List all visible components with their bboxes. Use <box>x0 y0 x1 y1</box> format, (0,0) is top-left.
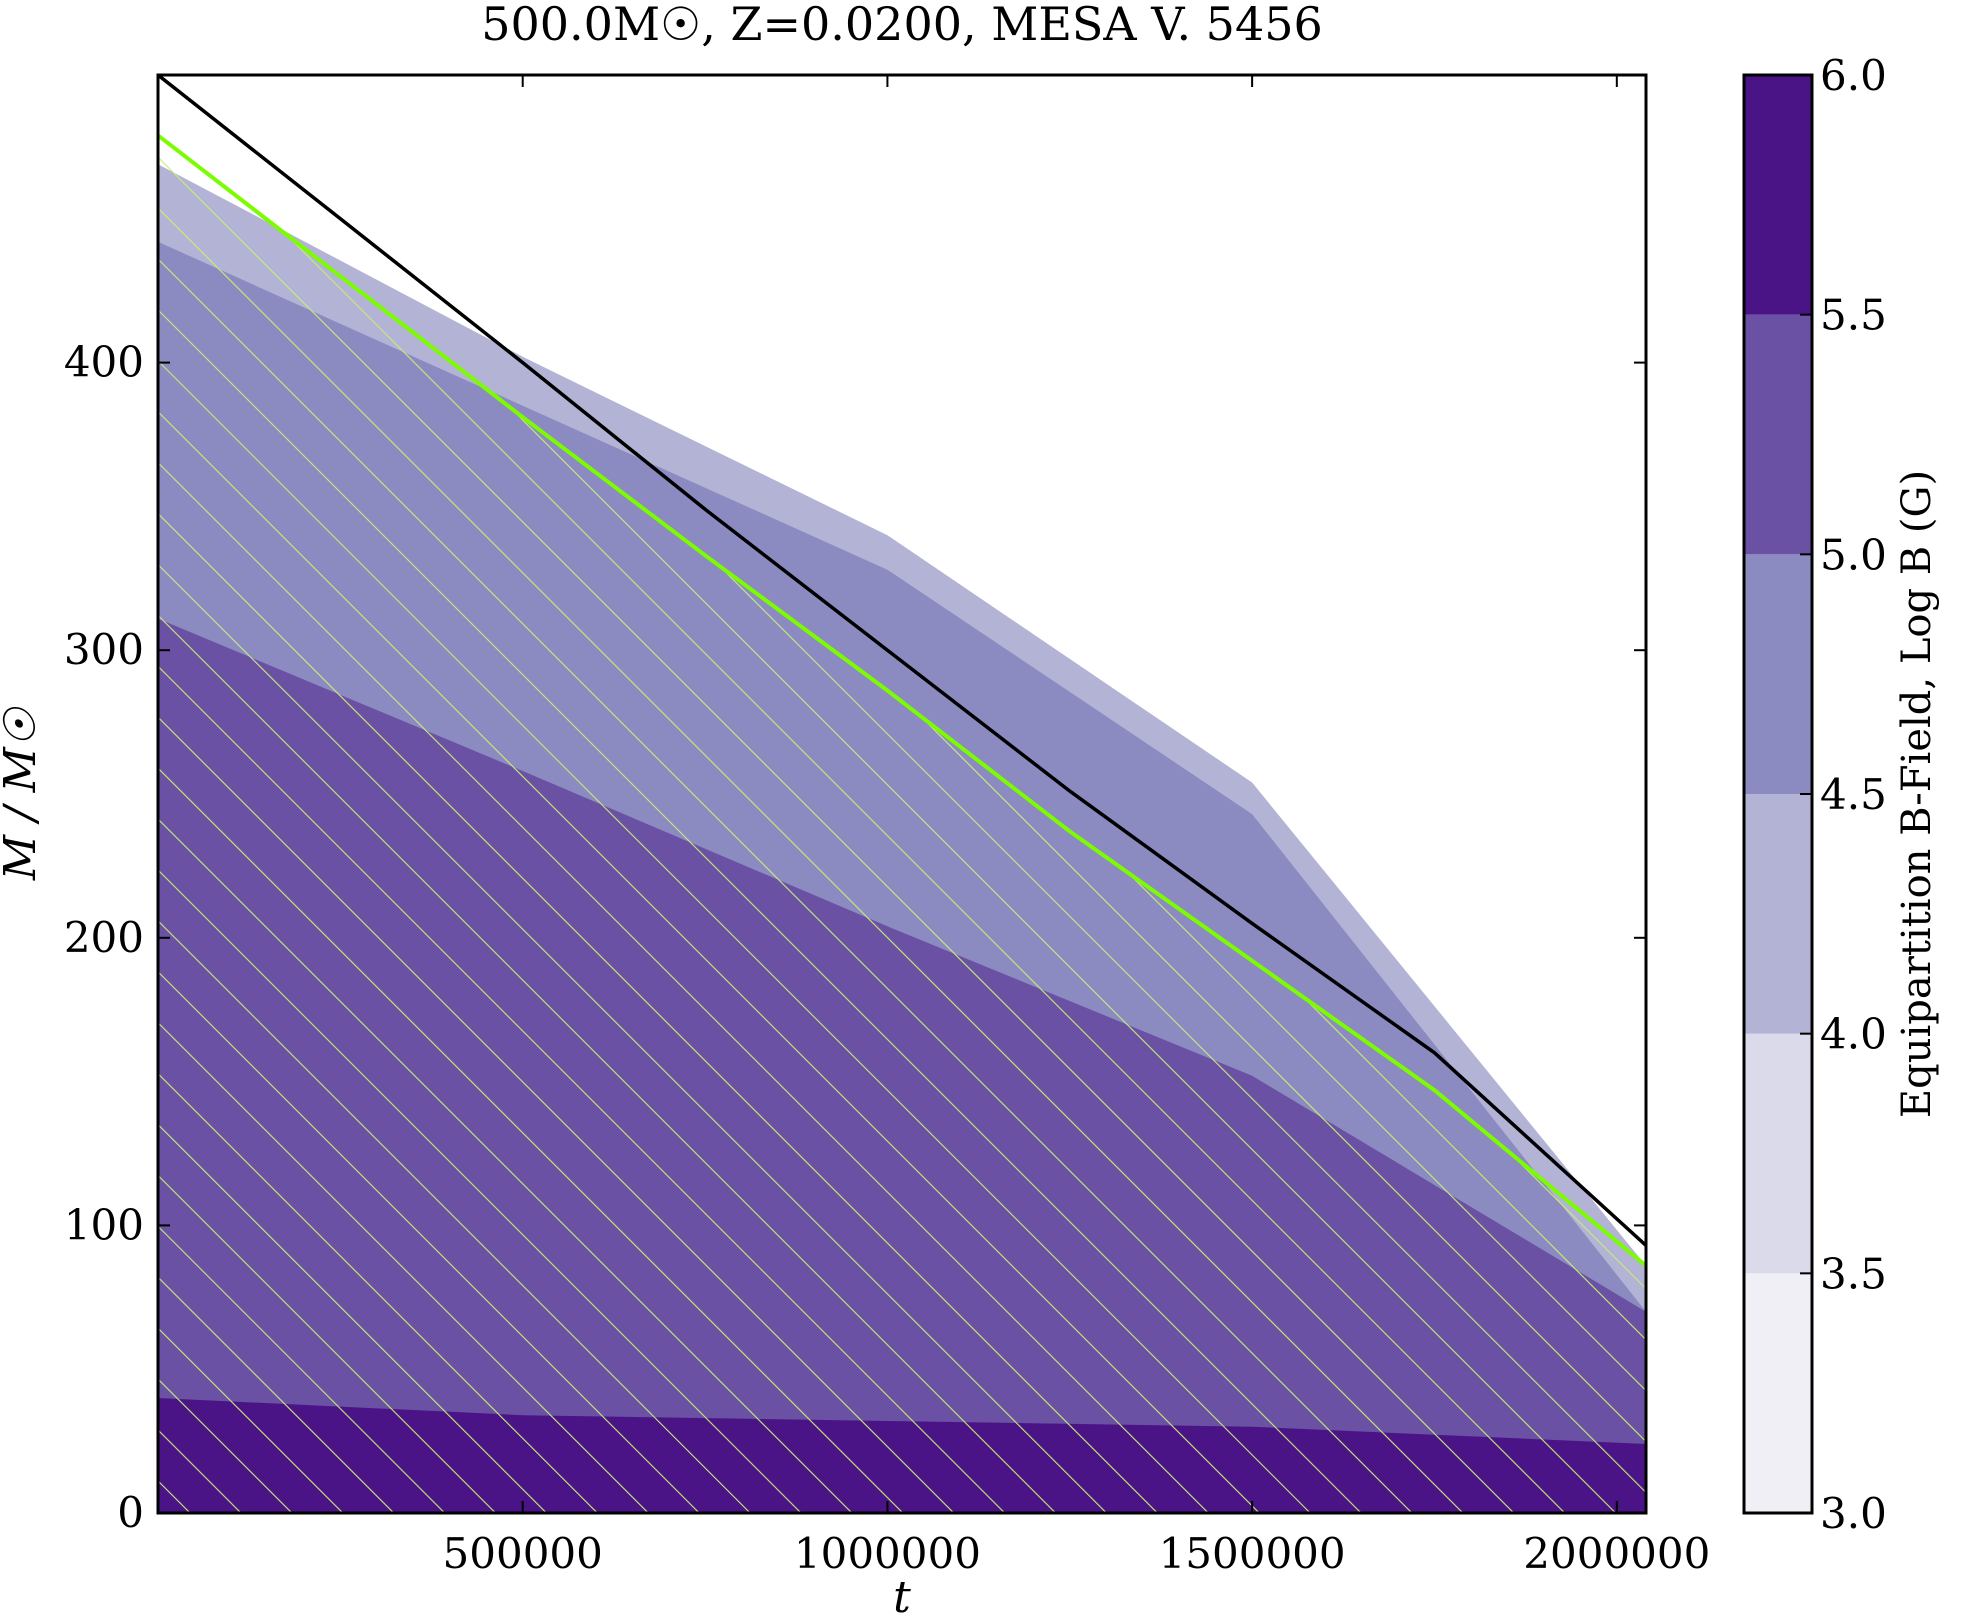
colorbar-swatch <box>1744 1033 1812 1274</box>
colorbar-tick-label: 4.5 <box>1820 770 1887 819</box>
chart-title: 500.0M☉, Z=0.0200, MESA V. 5456 <box>481 0 1323 51</box>
y-tick-label: 300 <box>64 625 144 674</box>
x-tick-label: 500000 <box>443 1529 603 1578</box>
colorbar-tick-label: 3.0 <box>1820 1489 1887 1538</box>
colorbar-swatch <box>1744 1273 1812 1513</box>
colorbar-swatch <box>1744 554 1812 794</box>
y-tick-label: 400 <box>64 338 144 387</box>
x-axis: 500000 1000000 1500000 2000000 <box>443 75 1710 1578</box>
plot-area <box>158 75 1646 1513</box>
colorbar-swatch <box>1744 794 1812 1034</box>
y-tick-label: 0 <box>117 1488 144 1537</box>
x-axis-label: t <box>893 1572 911 1618</box>
colorbar: 3.0 3.5 4.0 4.5 5.0 5.5 6.0 <box>1742 51 1887 1538</box>
colorbar-tick-label: 5.5 <box>1820 291 1887 340</box>
y-axis: 0 100 200 300 400 <box>64 338 1646 1537</box>
x-tick-label: 1500000 <box>1159 1529 1346 1578</box>
convective-hatch <box>158 135 1646 1513</box>
colorbar-tick-label: 6.0 <box>1820 51 1887 100</box>
x-tick-label: 2000000 <box>1523 1529 1710 1578</box>
colorbar-swatch <box>1744 314 1812 555</box>
colorbar-tick-label: 4.0 <box>1820 1010 1887 1059</box>
x-tick-label: 1000000 <box>794 1529 981 1578</box>
convective-boundary-line <box>158 133 1646 1268</box>
colorbar-label: Equipartition B-Field, Log B (G) <box>1894 470 1940 1118</box>
colorbar-tick-label: 3.5 <box>1820 1249 1887 1298</box>
y-tick-label: 100 <box>64 1200 144 1249</box>
y-axis-label: M / M☉ <box>0 706 46 881</box>
plot-frame <box>156 73 1648 1515</box>
y-tick-label: 200 <box>64 913 144 962</box>
total-mass-line <box>158 75 1646 1247</box>
colorbar-tick-label: 5.0 <box>1820 530 1887 579</box>
colorbar-swatch <box>1744 75 1812 315</box>
